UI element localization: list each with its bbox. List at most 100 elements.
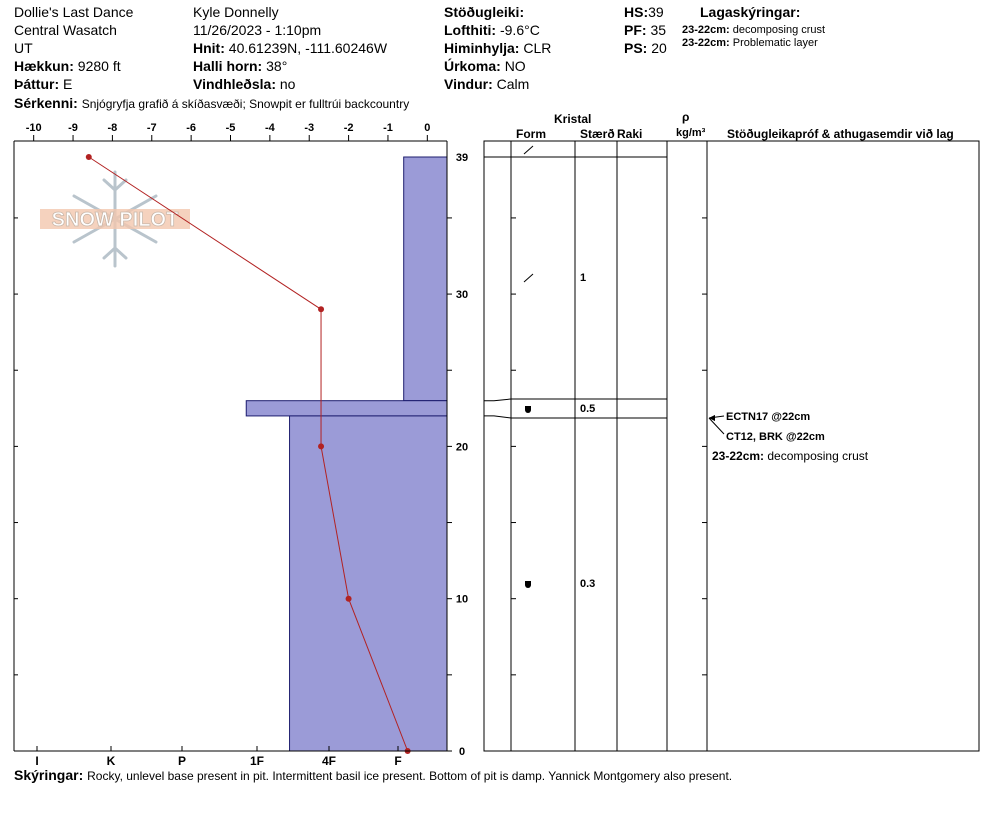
test-arrow-head (709, 415, 715, 421)
elevation-value: 9280 ft (77, 58, 121, 74)
aspect-value: E (63, 76, 73, 92)
layer-note-text: Problematic layer (732, 37, 818, 49)
ps-label: PS: (624, 40, 648, 56)
sky-field: Himinhylja: CLR (444, 40, 551, 56)
hardness-bar (289, 415, 448, 752)
temperature-tick-label: -9 (68, 122, 78, 134)
grain-form-shape (525, 581, 531, 588)
grain-form-decomposing-icon (523, 273, 534, 283)
grain-form-shape (525, 406, 531, 413)
size-header: Stærð (580, 127, 615, 141)
elevation-label: Hækkun: (14, 58, 74, 74)
watermark-text: SNOW PILOT (52, 209, 179, 231)
temperature-point (318, 443, 325, 450)
features-field: Sérkenni: Snjógryfja grafið á skíðasvæði… (14, 95, 409, 112)
depth-tick-label: 30 (456, 289, 468, 301)
crystal-size-value: 0.5 (580, 403, 596, 415)
footer-text: Rocky, unlevel base present in pit. Inte… (87, 769, 733, 783)
wind-loading-value: no (279, 76, 296, 92)
wind-loading-label: Vindhleðsla: (193, 76, 276, 92)
slope-field: Halli horn: 38° (193, 58, 287, 74)
range-name: Central Wasatch (14, 22, 117, 38)
hardness-tick-label: P (178, 754, 186, 768)
pf-field: PF: 35 (624, 22, 666, 38)
density-rho-header: ρ (682, 110, 690, 124)
footer-label: Skýringar: (14, 767, 84, 783)
grain-form-decomposing-icon (523, 145, 534, 155)
test-result: CT12, BRK @22cm (726, 431, 825, 443)
hardness-tick-label: 1F (250, 754, 264, 768)
test-arrow-icon (708, 415, 725, 435)
pf-value: 35 (650, 22, 667, 38)
moisture-header: Raki (617, 127, 643, 141)
wind-label: Vindur: (444, 76, 493, 92)
air-temp-value: -9.6°C (499, 22, 540, 38)
precip-field: Úrkoma: NO (444, 58, 526, 74)
elevation-field: Hækkun: 9280 ft (14, 58, 121, 74)
observer-name: Kyle Donnelly (193, 4, 279, 20)
temperature-point (85, 154, 92, 160)
observation-datetime: 11/26/2023 - 1:10pm (193, 22, 322, 38)
layer-note-range: 23-22cm: (682, 37, 730, 49)
ps-value: 20 (651, 40, 667, 56)
hs-label: HS: (624, 4, 649, 20)
temperature-point (345, 595, 352, 602)
layer-notes-title: Lagaskýringar: (700, 4, 801, 20)
layer-comment-text: decomposing crust (767, 449, 869, 463)
grain-form-faceted-icon (525, 581, 531, 588)
temperature-tick-label: -2 (344, 122, 354, 134)
test-result: ECTN17 @22cm (726, 411, 811, 423)
grain-form-faceted-icon (525, 406, 531, 413)
coordinates-field: Hnit: 40.61239N, -111.60246W (193, 40, 387, 56)
state-name: UT (14, 40, 33, 56)
temperature-tick-label: 0 (424, 122, 430, 134)
depth-tick-label: 0 (459, 746, 465, 758)
hs-field: HS:39 (624, 4, 664, 20)
pf-label: PF: (624, 22, 647, 38)
hardness-tick-label: 4F (322, 754, 336, 768)
hardness-tick-label: K (107, 754, 116, 768)
air-temp-label: Lofthiti: (444, 22, 497, 38)
temperature-tick-label: -6 (186, 122, 196, 134)
layer-note-range: 23-22cm: (682, 24, 730, 36)
hardness-bar (403, 156, 448, 402)
depth-tick-label: 20 (456, 441, 468, 453)
wind-value: Calm (496, 76, 530, 92)
temperature-tick-label: -5 (226, 122, 236, 134)
temperature-tick-label: -4 (265, 122, 276, 134)
layer-table-frame (483, 140, 980, 752)
coordinates-value: 40.61239N, -111.60246W (228, 40, 388, 56)
features-value: Snjógryfja grafið á skíðasvæði; Snowpit … (81, 97, 410, 111)
ps-field: PS: 20 (624, 40, 667, 56)
wind-loading-field: Vindhleðsla: no (193, 76, 295, 92)
sky-value: CLR (523, 40, 552, 56)
hardness-bar (245, 400, 448, 417)
temperature-tick-label: -10 (26, 122, 42, 134)
depth-tick-label: 39 (456, 152, 468, 164)
hardness-tick-label: I (35, 754, 38, 768)
form-header: Form (516, 127, 546, 141)
hardness-tick-label: F (394, 754, 401, 768)
wind-field: Vindur: Calm (444, 76, 529, 92)
sky-label: Himinhylja: (444, 40, 520, 56)
temperature-tick-label: -1 (383, 122, 393, 134)
temperature-tick-label: -3 (304, 122, 314, 134)
air-temp-field: Lofthiti: -9.6°C (444, 22, 540, 38)
temperature-tick-label: -7 (147, 122, 157, 134)
layer-note-text: decomposing crust (732, 24, 826, 36)
features-label: Sérkenni: (14, 95, 78, 111)
footer-notes: Skýringar: Rocky, unlevel base present i… (14, 767, 732, 784)
temperature-point (318, 306, 325, 313)
layer-comment: 23-22cm: decomposing crust (712, 448, 868, 464)
layer-note: 23-22cm: decomposing crust (682, 24, 825, 37)
hs-value: 39 (648, 4, 664, 20)
depth-tick-label: 10 (456, 594, 468, 606)
slope-label: Halli horn: (193, 58, 263, 74)
layer-boundary (484, 398, 667, 402)
aspect-label: Þáttur: (14, 76, 60, 92)
layer-comment-range: 23-22cm: (712, 449, 765, 463)
density-unit-header: kg/m³ (676, 127, 706, 139)
temperature-tick-label: -8 (108, 122, 118, 134)
slope-value: 38° (266, 58, 288, 74)
